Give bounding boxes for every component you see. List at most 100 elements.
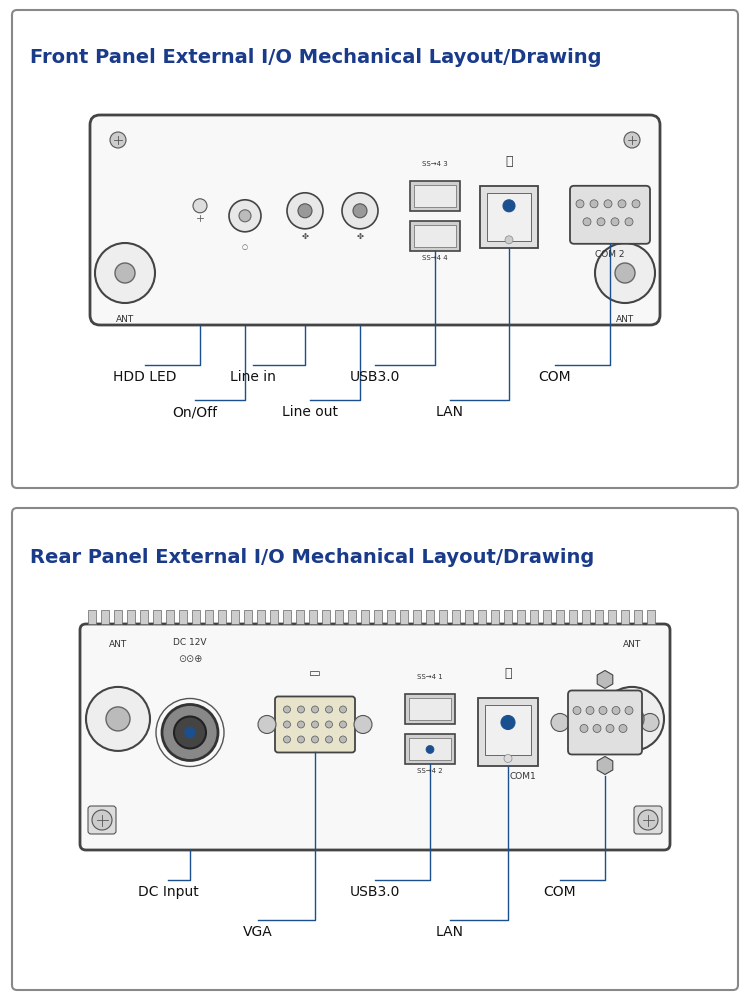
Bar <box>405 735 455 764</box>
Circle shape <box>641 714 659 732</box>
Circle shape <box>174 717 206 748</box>
Circle shape <box>599 707 607 715</box>
Circle shape <box>597 218 605 226</box>
Circle shape <box>625 218 633 226</box>
Text: Line out: Line out <box>282 405 338 419</box>
FancyBboxPatch shape <box>88 806 116 834</box>
Circle shape <box>632 200 640 208</box>
Bar <box>480 186 538 248</box>
Circle shape <box>593 725 601 733</box>
Bar <box>205 610 213 624</box>
Circle shape <box>162 705 218 760</box>
Text: ANT: ANT <box>109 640 127 649</box>
Bar <box>478 699 538 766</box>
FancyBboxPatch shape <box>12 508 738 990</box>
Bar <box>530 610 538 624</box>
Bar <box>491 610 499 624</box>
Circle shape <box>353 204 367 218</box>
Bar <box>400 610 408 624</box>
Text: SS→4 4: SS→4 4 <box>422 254 448 260</box>
Bar <box>166 610 174 624</box>
Circle shape <box>576 200 584 208</box>
Bar <box>504 610 512 624</box>
Bar <box>487 193 531 241</box>
Circle shape <box>604 200 612 208</box>
FancyBboxPatch shape <box>12 10 738 488</box>
FancyBboxPatch shape <box>570 186 650 244</box>
Circle shape <box>287 193 323 229</box>
Circle shape <box>86 687 150 750</box>
Circle shape <box>298 721 304 728</box>
Circle shape <box>580 725 588 733</box>
Circle shape <box>611 218 619 226</box>
Text: 🖧: 🖧 <box>506 155 513 168</box>
Bar <box>569 610 577 624</box>
Text: ⊙⊙⊕: ⊙⊙⊕ <box>178 654 203 664</box>
Bar <box>543 610 551 624</box>
Circle shape <box>583 218 591 226</box>
Circle shape <box>426 746 434 753</box>
Circle shape <box>284 706 290 713</box>
Circle shape <box>606 725 614 733</box>
Text: LAN: LAN <box>436 925 464 939</box>
Circle shape <box>311 706 319 713</box>
Bar <box>348 610 356 624</box>
Bar <box>517 610 525 624</box>
FancyBboxPatch shape <box>80 624 670 850</box>
Text: HDD LED: HDD LED <box>113 370 177 384</box>
Bar <box>140 610 148 624</box>
Text: ANT: ANT <box>622 640 641 649</box>
Circle shape <box>298 204 312 218</box>
FancyBboxPatch shape <box>634 806 662 834</box>
Text: SS→4 3: SS→4 3 <box>422 161 448 167</box>
Bar <box>335 610 343 624</box>
Bar <box>410 221 460 250</box>
Bar <box>88 610 96 624</box>
Circle shape <box>573 707 581 715</box>
Circle shape <box>110 132 126 148</box>
Circle shape <box>340 736 346 743</box>
Text: ✤: ✤ <box>302 233 308 242</box>
Bar <box>478 610 486 624</box>
Text: ✤: ✤ <box>356 233 364 242</box>
Text: On/Off: On/Off <box>172 405 217 419</box>
Bar <box>309 610 317 624</box>
Circle shape <box>185 728 195 738</box>
Circle shape <box>298 706 304 713</box>
Circle shape <box>638 810 658 830</box>
Circle shape <box>595 243 655 303</box>
Text: Line in: Line in <box>230 370 276 384</box>
Text: ANT: ANT <box>616 315 634 324</box>
Circle shape <box>106 707 130 731</box>
Circle shape <box>229 200 261 232</box>
Circle shape <box>342 193 378 229</box>
Circle shape <box>284 736 290 743</box>
Bar <box>192 610 200 624</box>
Circle shape <box>340 706 346 713</box>
Bar <box>439 610 447 624</box>
Circle shape <box>115 263 135 283</box>
Circle shape <box>298 736 304 743</box>
Circle shape <box>311 736 319 743</box>
Circle shape <box>620 707 644 731</box>
Text: LAN: LAN <box>436 405 464 419</box>
Bar <box>426 610 434 624</box>
Bar <box>452 610 460 624</box>
Bar <box>405 695 455 725</box>
Circle shape <box>590 200 598 208</box>
Circle shape <box>326 706 332 713</box>
Bar <box>634 610 642 624</box>
Circle shape <box>326 736 332 743</box>
Circle shape <box>239 210 251 222</box>
Bar <box>582 610 590 624</box>
Circle shape <box>612 707 620 715</box>
Text: DC Input: DC Input <box>138 885 198 899</box>
Bar <box>322 610 330 624</box>
Circle shape <box>586 707 594 715</box>
Bar <box>485 706 531 755</box>
Bar <box>114 610 122 624</box>
Circle shape <box>193 199 207 213</box>
Circle shape <box>95 243 155 303</box>
Bar <box>621 610 629 624</box>
Text: COM1: COM1 <box>509 772 536 781</box>
